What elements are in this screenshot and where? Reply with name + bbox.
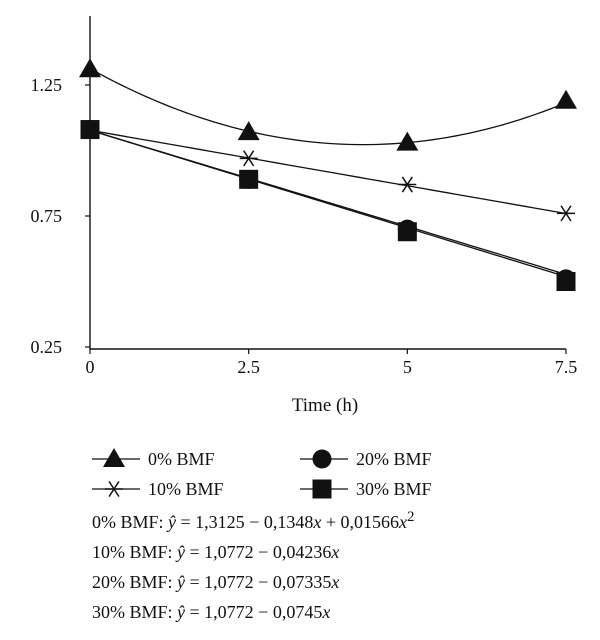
equation-rhs: = 1,0772 − 0,04236 <box>185 542 332 562</box>
equation-rhs: = 1,0772 − 0,07335 <box>185 572 332 592</box>
asterisk-stroke <box>560 205 572 222</box>
yhat-symbol: ŷ <box>168 512 177 532</box>
fit-line-series-3 <box>89 129 567 278</box>
equation-20pct: 20% BMF: ŷ = 1,0772 − 0,07335x <box>92 567 415 597</box>
asterisk-stroke <box>108 480 120 498</box>
regression-equations: 0% BMF: ŷ = 1,3125 − 0,1348x + 0,01566x2… <box>92 502 415 627</box>
equation-30pct: 30% BMF: ŷ = 1,0772 − 0,0745x <box>92 597 415 627</box>
square-point <box>397 222 417 242</box>
asterisk-point <box>239 150 258 167</box>
x-axis-title: Time (h) <box>292 395 358 416</box>
chart: 0 2.5 5 7.5 0.25 0.75 1.25 Time (h) 0% BMF 20% B… <box>31 16 578 499</box>
y-tick-label: 0.75 <box>31 206 63 226</box>
equation-label: 0% BMF: <box>92 512 169 532</box>
equation-label: 30% BMF: <box>92 602 178 622</box>
equation-label: 20% BMF: <box>92 572 178 592</box>
fit-lines <box>89 68 567 278</box>
triangle-point <box>79 58 101 78</box>
x-tick-label: 7.5 <box>555 357 578 377</box>
equation-rhs: = 1,3125 − 0,1348 <box>176 512 314 532</box>
square-point <box>80 120 100 140</box>
legend-triangle-marker <box>103 448 125 467</box>
legend-label: 20% BMF <box>356 449 432 469</box>
equation-rhs: = 1,0772 − 0,0745 <box>185 602 323 622</box>
equation-quadratic: + 0,01566 <box>321 512 399 532</box>
x-symbol: x <box>331 542 340 562</box>
triangle-point <box>555 89 577 109</box>
data-markers <box>79 58 577 291</box>
legend-label: 0% BMF <box>148 449 215 469</box>
equation-0pct: 0% BMF: ŷ = 1,3125 − 0,1348x + 0,01566x2 <box>92 502 415 537</box>
axes: 0 2.5 5 7.5 0.25 0.75 1.25 Time (h) <box>31 16 578 416</box>
legend-label: 30% BMF <box>356 479 432 499</box>
triangle-point <box>237 121 260 141</box>
legend: 0% BMF 20% BMF 10% BMF 30% BMF <box>92 448 432 499</box>
asterisk-stroke <box>243 150 255 167</box>
yhat-symbol: ŷ <box>177 542 186 562</box>
asterisk-stroke <box>401 176 413 193</box>
x-symbol: x <box>331 572 340 592</box>
y-tick-label: 1.25 <box>31 75 63 95</box>
x-tick-label: 0 <box>86 357 95 377</box>
x-symbol: x <box>322 602 331 622</box>
exponent: 2 <box>407 509 415 525</box>
asterisk-point <box>398 176 417 193</box>
yhat-symbol: ŷ <box>177 572 186 592</box>
legend-circle-marker <box>312 449 332 469</box>
square-point <box>556 272 576 291</box>
yhat-symbol: ŷ <box>177 602 186 622</box>
fit-line-series-0 <box>89 68 567 146</box>
square-point <box>239 169 259 189</box>
legend-label: 10% BMF <box>148 479 224 499</box>
legend-square-marker <box>312 479 332 499</box>
x-symbol: x <box>399 512 407 532</box>
equation-10pct: 10% BMF: ŷ = 1,0772 − 0,04236x <box>92 537 415 567</box>
triangle-point <box>396 131 419 151</box>
fit-line-series-1 <box>89 129 567 215</box>
y-tick-label: 0.25 <box>31 337 63 357</box>
x-tick-label: 5 <box>403 357 412 377</box>
equation-label: 10% BMF: <box>92 542 178 562</box>
x-symbol: x <box>313 512 322 532</box>
asterisk-point <box>557 205 575 222</box>
legend-asterisk-marker <box>105 480 123 498</box>
x-tick-label: 2.5 <box>237 357 260 377</box>
